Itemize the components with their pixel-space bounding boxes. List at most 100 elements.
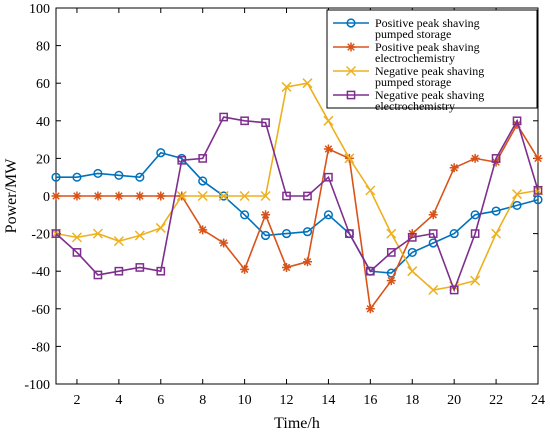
- point-x: [344, 153, 355, 164]
- point-square: [282, 191, 291, 201]
- point-square: [533, 186, 543, 195]
- point-x: [323, 115, 334, 126]
- legend-label: Negative peak shaving: [375, 64, 484, 78]
- point-square: [261, 118, 270, 128]
- y-tick-label: 60: [36, 77, 50, 92]
- point-asterisk: [282, 262, 292, 272]
- y-axis-title: Power/MW: [3, 158, 20, 234]
- point-square: [219, 112, 229, 122]
- point-x: [239, 190, 250, 202]
- point-x: [386, 228, 397, 239]
- y-tick-label: 80: [36, 40, 50, 55]
- point-x: [345, 65, 357, 77]
- point-circle: [512, 200, 522, 210]
- point-circle: [93, 168, 103, 179]
- point-circle: [114, 170, 124, 180]
- point-circle: [449, 229, 459, 239]
- point-square: [407, 233, 417, 242]
- point-square: [303, 191, 312, 201]
- point-x: [512, 189, 523, 200]
- point-circle: [302, 227, 313, 237]
- point-x: [176, 190, 187, 202]
- point-x: [470, 275, 481, 286]
- x-tick-label: 4: [115, 393, 122, 408]
- legend-box: [326, 9, 538, 109]
- x-axis-title: Time/h: [274, 415, 320, 432]
- point-asterisk: [449, 163, 459, 173]
- point-circle: [260, 230, 271, 241]
- point-square: [428, 229, 438, 238]
- point-asterisk: [346, 42, 356, 52]
- point-asterisk: [533, 153, 543, 163]
- point-asterisk: [365, 304, 375, 314]
- point-asterisk: [51, 191, 61, 201]
- point-x: [281, 81, 292, 92]
- point-asterisk: [240, 264, 250, 274]
- legend-label: Negative peak shaving: [375, 88, 484, 102]
- x-tick-label: 22: [489, 393, 503, 408]
- point-circle: [346, 18, 356, 28]
- point-asterisk: [156, 191, 166, 201]
- point-square: [198, 154, 208, 163]
- point-square: [449, 285, 459, 295]
- point-square: [346, 90, 356, 100]
- legend-label: Positive peak shaving: [375, 40, 480, 54]
- legend-label: Positive peak shaving: [375, 16, 480, 30]
- point-x: [407, 266, 418, 277]
- point-square: [156, 266, 166, 276]
- y-tick-label: 0: [43, 190, 50, 205]
- point-asterisk: [428, 210, 438, 220]
- point-square: [177, 155, 187, 165]
- x-tick-label: 2: [73, 393, 80, 408]
- point-x: [71, 232, 82, 243]
- legend-label: pumped storage: [375, 75, 451, 89]
- point-circle: [407, 247, 417, 257]
- x-tick-label: 14: [321, 393, 335, 408]
- point-asterisk: [261, 210, 271, 220]
- point-asterisk: [219, 238, 229, 248]
- point-asterisk: [302, 257, 312, 267]
- series-layer: [50, 78, 544, 314]
- series-2: [51, 120, 543, 314]
- point-square: [324, 172, 333, 182]
- point-x: [302, 78, 313, 89]
- x-tick-label: 8: [199, 393, 206, 408]
- point-asterisk: [386, 276, 396, 286]
- y-tick-label: 20: [36, 152, 50, 167]
- point-x: [491, 228, 502, 239]
- series-4: [51, 112, 543, 295]
- point-asterisk: [323, 144, 333, 154]
- point-x: [113, 236, 124, 247]
- y-tick-label: 100: [29, 2, 50, 17]
- point-asterisk: [135, 191, 145, 201]
- point-asterisk: [93, 191, 103, 201]
- point-circle: [198, 176, 208, 186]
- point-circle: [156, 148, 166, 158]
- point-square: [386, 248, 396, 257]
- point-asterisk: [470, 153, 480, 163]
- point-x: [134, 230, 145, 241]
- point-square: [240, 116, 249, 126]
- y-tick-label: -80: [31, 340, 50, 355]
- legend-label: electrochemistry: [375, 99, 455, 113]
- legend-label: electrochemistry: [375, 51, 455, 65]
- point-circle: [51, 172, 61, 182]
- point-x: [197, 190, 208, 202]
- point-circle: [240, 210, 250, 220]
- y-tick-label: -60: [31, 303, 50, 318]
- point-x: [260, 190, 271, 202]
- point-asterisk: [198, 225, 208, 235]
- point-x: [365, 185, 376, 196]
- point-circle: [323, 210, 334, 220]
- series-line: [55, 82, 539, 291]
- point-square: [93, 270, 103, 280]
- legend-label: pumped storage: [375, 27, 451, 41]
- point-square: [72, 248, 82, 257]
- point-square: [51, 229, 61, 238]
